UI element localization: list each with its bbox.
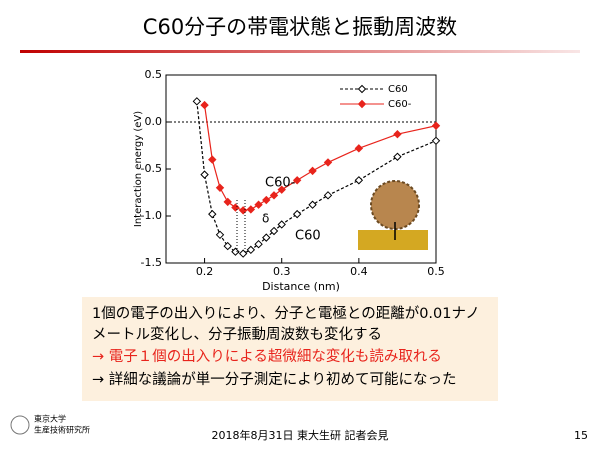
point bbox=[231, 203, 240, 212]
x-tick-label: 0.4 bbox=[350, 265, 368, 278]
title-underline bbox=[20, 50, 580, 53]
point bbox=[208, 209, 217, 219]
point bbox=[223, 241, 232, 251]
body-line: 1個の電子の出入りにより、分子と電極との距離が0.01ナノ bbox=[92, 304, 480, 322]
point bbox=[238, 249, 248, 258]
series-line bbox=[196, 101, 437, 255]
y-tick-label: -1.0 bbox=[141, 209, 162, 222]
point bbox=[208, 155, 217, 164]
x-axis-label: Distance (nm) bbox=[262, 280, 340, 293]
point bbox=[323, 191, 333, 200]
footer: 2018年8月31日 東大生研 記者会見 bbox=[212, 428, 389, 442]
point bbox=[269, 226, 279, 236]
logo-text: 生産技術研究所 bbox=[34, 425, 90, 435]
point bbox=[269, 191, 279, 200]
point bbox=[277, 220, 286, 229]
point bbox=[277, 185, 286, 194]
y-tick-label: 0.0 bbox=[145, 115, 163, 128]
point bbox=[200, 170, 209, 179]
point bbox=[254, 200, 263, 209]
point bbox=[431, 136, 441, 146]
point bbox=[215, 230, 225, 240]
legend-marker bbox=[357, 84, 367, 94]
x-tick-label: 0.3 bbox=[273, 265, 291, 278]
annotation: δ bbox=[262, 212, 269, 226]
point bbox=[354, 144, 364, 153]
page-number: 15 bbox=[574, 429, 588, 442]
legend-marker bbox=[357, 99, 367, 109]
point bbox=[354, 176, 364, 185]
point bbox=[192, 97, 202, 106]
point bbox=[246, 205, 256, 214]
molecule-illustration bbox=[358, 180, 428, 250]
logo-text: 東京大学 bbox=[34, 414, 66, 424]
x-tick-label: 0.2 bbox=[196, 265, 214, 278]
slide-title: C60分子の帯電状態と振動周波数 bbox=[143, 15, 457, 39]
point bbox=[323, 158, 333, 167]
point bbox=[262, 195, 271, 205]
text-box bbox=[82, 297, 498, 401]
annotation: C60- bbox=[265, 176, 296, 191]
point bbox=[308, 200, 317, 209]
body-line: → 詳細な議論が単一分子測定により初めて可能になった bbox=[92, 370, 456, 388]
point bbox=[215, 183, 225, 193]
point bbox=[393, 130, 402, 139]
point bbox=[231, 247, 240, 256]
y-tick-label: 0.5 bbox=[145, 68, 163, 81]
point bbox=[393, 152, 402, 161]
y-tick-label: -0.5 bbox=[141, 162, 162, 175]
point bbox=[254, 239, 263, 249]
point bbox=[223, 197, 232, 207]
annotation: C60 bbox=[295, 229, 321, 244]
point bbox=[238, 206, 248, 215]
point bbox=[292, 209, 302, 219]
y-axis-label: Interaction energy (eV) bbox=[133, 111, 144, 227]
legend-label: C60- bbox=[388, 99, 412, 110]
body-line: → 電子１個の出入りによる超微細な変化も読み取れる bbox=[92, 348, 442, 365]
body-line: メートル変化し、分子振動周波数も変化する bbox=[92, 326, 382, 343]
logo-icon bbox=[10, 415, 30, 435]
point bbox=[308, 166, 317, 176]
legend-label: C60 bbox=[388, 84, 408, 95]
point bbox=[262, 233, 271, 242]
y-tick-label: -1.5 bbox=[141, 256, 162, 269]
point bbox=[292, 176, 302, 185]
point bbox=[200, 100, 209, 110]
point bbox=[246, 245, 256, 255]
x-tick-label: 0.5 bbox=[427, 265, 445, 278]
point bbox=[431, 121, 441, 130]
